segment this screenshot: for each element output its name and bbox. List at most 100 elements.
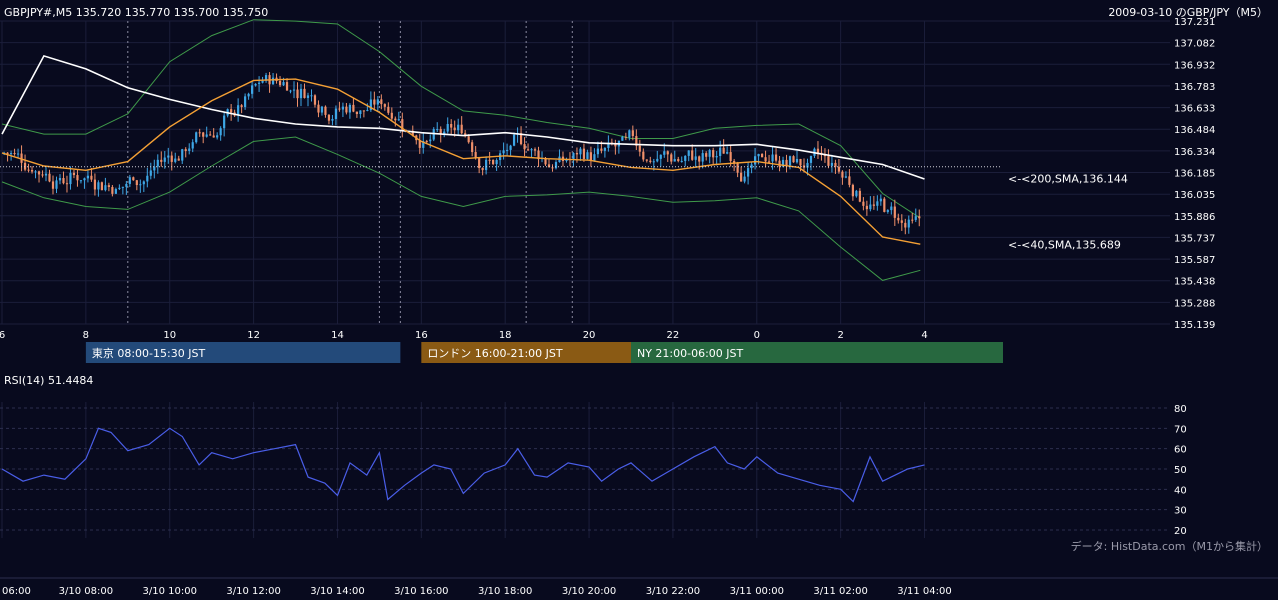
candle-body: [478, 158, 481, 169]
candle-body: [740, 172, 743, 182]
sma40-label: <-<40,SMA,135.689: [1008, 238, 1121, 251]
price-tick-label: 136.035: [1174, 190, 1215, 201]
candle-body: [551, 167, 554, 169]
hour-tick-label: 4: [921, 330, 927, 341]
time-tick-label: 3/11 02:00: [813, 586, 867, 597]
candle-body: [177, 158, 180, 161]
candle-body: [114, 189, 117, 194]
candle-body: [247, 93, 250, 97]
rsi-line: [1, 427, 925, 503]
candle-body: [83, 178, 86, 181]
candle-body: [369, 99, 372, 110]
candle-body: [34, 171, 37, 173]
rsi-tick-label: 60: [1174, 445, 1187, 456]
rsi-grid: [0, 407, 1170, 531]
candle-body: [670, 154, 673, 162]
hour-tick-label: 20: [583, 330, 596, 341]
candle-body: [163, 157, 166, 162]
candle-body: [596, 148, 600, 155]
candle-body: [418, 140, 421, 148]
candle-body: [93, 179, 97, 190]
candle-body: [76, 175, 79, 181]
candle-body: [760, 153, 764, 158]
candle-body: [191, 142, 194, 149]
candle-body: [338, 108, 341, 110]
rsi-tick-label: 50: [1174, 465, 1187, 476]
time-tick-label: 3/10 10:00: [143, 586, 197, 597]
candle-body: [443, 131, 446, 135]
candle-body: [774, 154, 778, 161]
candle-body: [911, 219, 914, 221]
candle-body: [635, 136, 638, 146]
candle-body: [37, 171, 41, 175]
rsi-tick-label: 70: [1174, 424, 1187, 435]
time-tick-label: 3/10 18:00: [478, 586, 532, 597]
candle-body: [125, 183, 128, 187]
session-bar-tokyo: [85, 342, 401, 363]
candle-body: [20, 153, 23, 163]
candle-body: [467, 136, 470, 143]
candle-body: [362, 110, 365, 112]
candlesticks: [2, 72, 921, 235]
candle-body: [485, 159, 488, 171]
candle-body: [705, 153, 708, 157]
candle-body: [677, 159, 680, 162]
candle-body: [146, 175, 149, 182]
candle-body: [212, 135, 215, 138]
price-tick-label: 135.288: [1174, 298, 1215, 309]
candle-body: [747, 168, 750, 177]
candle-body: [523, 144, 526, 150]
candle-body: [135, 180, 138, 185]
candle-body: [261, 80, 264, 83]
hour-tick-label: 10: [163, 330, 176, 341]
candle-body: [771, 154, 774, 162]
candle-body: [862, 201, 865, 206]
session-boundaries: [127, 21, 573, 324]
candle-body: [809, 155, 813, 163]
candle-body: [666, 151, 669, 155]
candle-body: [303, 88, 306, 98]
candle-body: [816, 148, 820, 153]
candle-body: [149, 170, 152, 176]
hour-tick-label: 14: [331, 330, 344, 341]
candle-body: [865, 205, 868, 210]
candle-body: [607, 142, 610, 148]
sma200-label: <-<200,SMA,136.144: [1008, 172, 1128, 185]
candle-body: [691, 150, 694, 160]
candle-body: [474, 152, 477, 159]
symbol-ohlc-label: GBPJPY#,M5 135.720 135.770 135.700 135.7…: [4, 6, 268, 19]
price-tick-label: 136.484: [1174, 125, 1215, 136]
candle-body: [526, 149, 530, 151]
candle-body: [844, 176, 848, 178]
price-axis: 137.231 137.082 136.932 136.783 136.633 136.4…: [1174, 17, 1215, 331]
hour-tick-label: 22: [667, 330, 680, 341]
candle-body: [837, 166, 841, 172]
price-tick-label: 135.886: [1174, 212, 1215, 223]
candle-body: [156, 159, 159, 167]
candle-body: [450, 124, 453, 128]
rsi-panel: 80 70 60 50 40 30 20 RSI(14) 51.4484 データ: Hist…: [0, 374, 1268, 553]
candle-body: [600, 148, 603, 151]
candle-body: [446, 124, 449, 132]
candle-body: [205, 134, 208, 137]
candle-body: [16, 153, 20, 155]
candle-body: [579, 148, 582, 155]
candle-body: [628, 130, 631, 138]
candle-body: [230, 109, 233, 113]
candle-body: [422, 141, 425, 148]
candle-body: [320, 106, 324, 113]
candle-body: [6, 152, 9, 154]
candle-body: [334, 108, 338, 120]
price-tick-label: 136.334: [1174, 147, 1215, 158]
candle-body: [202, 132, 205, 137]
candle-body: [170, 155, 173, 162]
candle-body: [289, 90, 292, 92]
candle-body: [90, 175, 93, 180]
candle-body: [736, 163, 739, 173]
candle-body: [237, 105, 240, 116]
price-tick-label: 136.932: [1174, 60, 1215, 71]
candle-body: [638, 145, 641, 152]
rsi-axis: 80 70 60 50 40 30 20: [1174, 404, 1187, 537]
candle-body: [97, 182, 100, 190]
candle-body: [582, 148, 586, 159]
